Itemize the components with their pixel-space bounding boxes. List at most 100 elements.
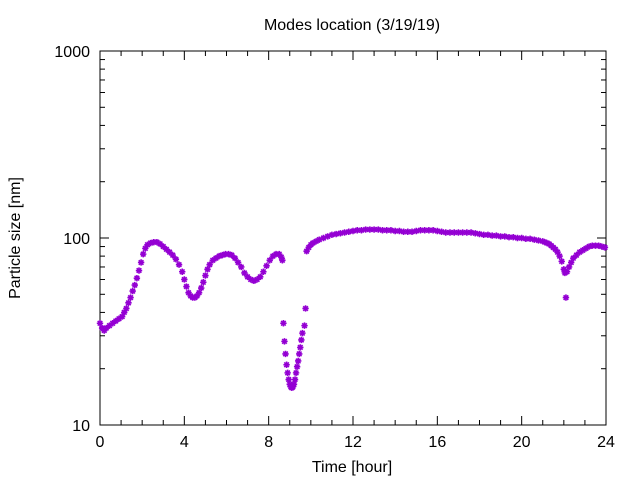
data-point [391,227,399,235]
data-point [568,259,575,266]
data-point [573,251,580,259]
x-tick-label: 0 [96,434,105,451]
data-point [541,238,549,246]
data-point [570,254,577,262]
data-point [563,268,571,275]
data-point [510,233,517,241]
data-point [324,233,331,240]
x-tick-label: 16 [428,434,446,451]
data-point [127,294,134,301]
data-point [582,245,590,252]
data-point [283,361,290,368]
x-tick-label: 24 [597,434,615,451]
data-point [560,266,568,273]
x-tick-label: 4 [180,434,189,451]
data-point [358,227,365,234]
data-point [241,269,248,277]
data-point [408,228,416,235]
data-point [266,257,273,264]
data-point [488,232,496,239]
data-point [225,250,232,258]
data-point [185,289,192,296]
data-point [160,243,167,250]
data-point [309,239,317,247]
data-point [281,338,288,345]
y-tick-label: 100 [63,231,90,248]
points-layer [96,226,609,392]
data-point [421,227,428,234]
data-point [147,239,154,247]
data-point [169,251,176,259]
data-point [493,232,500,239]
data-point [181,276,188,283]
data-point [198,284,205,292]
data-point [209,257,216,264]
data-point [467,229,475,236]
data-point [284,369,291,377]
data-point [215,252,223,260]
data-point [142,245,149,252]
data-point [312,238,320,245]
data-point [183,283,190,290]
data-point [526,235,534,243]
data-point [413,227,420,235]
data-point [429,227,437,234]
data-point [349,227,357,235]
data-point [299,329,306,337]
data-point [276,250,283,258]
data-point [463,229,471,236]
data-point [320,234,327,242]
data-point [539,238,546,245]
data-point [291,376,299,383]
data-point [302,305,309,312]
data-point [366,226,374,233]
data-point [219,251,226,259]
data-point [166,248,173,256]
data-point [195,289,203,296]
data-point [598,243,605,250]
data-point [238,263,245,271]
x-tick-label: 8 [264,434,273,451]
data-point [247,276,254,283]
data-point [301,322,308,329]
data-point [543,239,551,247]
data-point [121,309,128,316]
data-point [480,231,487,239]
data-point [282,350,289,358]
data-point [554,248,561,256]
data-point [193,292,201,300]
data-point [354,227,361,234]
data-point [576,248,583,256]
data-point [446,229,454,236]
data-point [294,357,302,365]
data-point [285,376,292,383]
y-axis-label: Particle size [nm] [7,177,24,299]
data-point [387,227,395,234]
data-point [133,274,141,282]
data-point [129,287,136,295]
data-point [290,381,298,388]
data-point [601,244,609,251]
data-point [125,299,132,307]
data-point [297,344,304,351]
data-point [472,230,479,237]
y-tick-label: 1000 [54,44,90,61]
data-point [341,229,348,236]
x-tick-label: 12 [344,434,362,451]
data-point [140,250,147,258]
data-point [144,241,151,248]
data-point [565,263,573,271]
data-point [298,336,305,344]
data-point [579,247,587,254]
data-point [206,261,213,268]
data-point [156,240,164,248]
data-point [303,247,310,255]
data-point [455,229,462,236]
data-point [497,233,504,240]
data-point [518,234,525,242]
data-point [292,369,300,377]
data-point [328,231,336,239]
x-axis-label: Time [hour] [312,459,392,476]
tick-labels-layer: 0 4 8 12 16 20 24 10 100 1000 [54,44,615,451]
